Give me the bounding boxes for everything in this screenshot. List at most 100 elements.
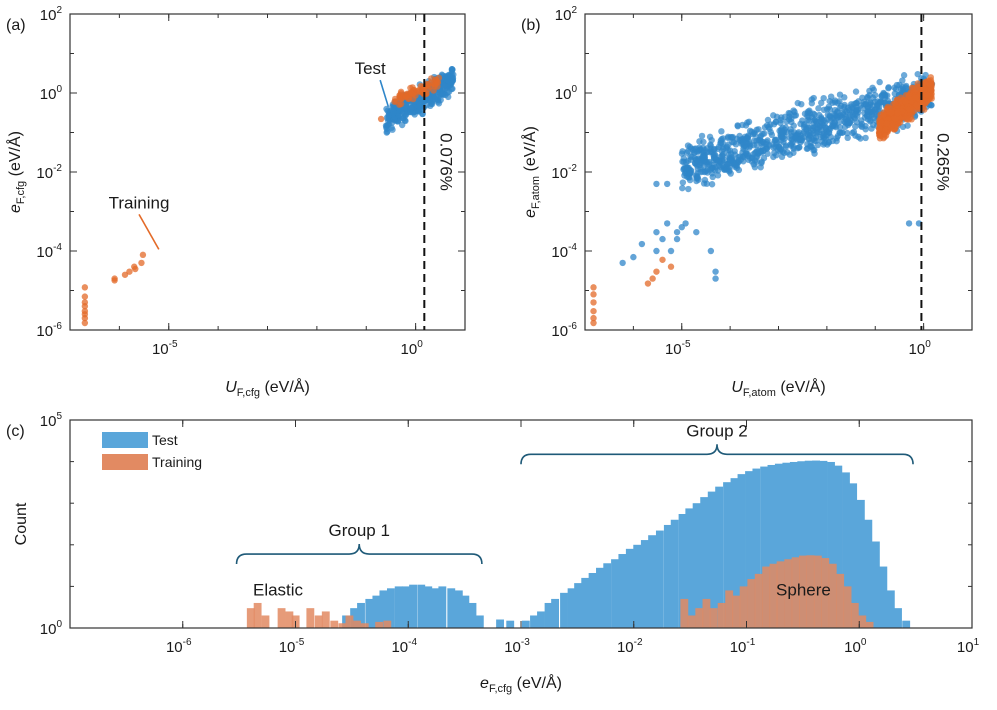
training-bar [246, 608, 255, 628]
x-tick-exponent: 0 [861, 637, 867, 648]
test-point [709, 173, 716, 181]
test-point [864, 116, 872, 123]
training-point [891, 100, 899, 107]
test-bar [774, 463, 783, 628]
training-point [667, 263, 675, 270]
y-axis-label: eF,cfg (eV/Å) [5, 131, 27, 213]
x-axis-label: eF,cfg (eV/Å) [480, 673, 562, 695]
test-point [630, 253, 637, 261]
test-point [836, 124, 844, 131]
group-brace [520, 444, 914, 465]
y-tick-exponent: 2 [571, 5, 577, 16]
test-bar [655, 530, 664, 628]
test-point [862, 134, 869, 142]
test-point [844, 129, 851, 137]
training-point [876, 135, 884, 142]
test-point [773, 151, 780, 159]
training-bar [836, 573, 845, 628]
y-tick-label: 100 [40, 619, 63, 638]
test-bar [648, 535, 657, 628]
test-point [790, 149, 797, 156]
y-tick-base: 10 [40, 413, 57, 430]
test-point [435, 100, 443, 107]
axis-label-subscript: F,cfg [237, 387, 260, 399]
x-tick-label: 10-6 [166, 637, 192, 656]
test-point [798, 100, 805, 108]
panel-label: (b) [521, 17, 541, 34]
test-point [914, 70, 921, 78]
training-bar [791, 557, 800, 628]
test-point [826, 106, 834, 113]
test-point [818, 99, 825, 107]
test-point [715, 159, 722, 166]
test-point [804, 112, 811, 120]
test-point [402, 111, 410, 118]
test-point [757, 164, 764, 171]
threshold-label: 0.265% [933, 133, 952, 191]
axis-label-unit: (eV/Å) [520, 126, 539, 176]
training-point [402, 93, 410, 100]
test-point [415, 103, 423, 110]
test-bar [723, 482, 731, 628]
y-tick-base: 10 [40, 86, 57, 103]
test-point [708, 181, 716, 188]
test-bar [372, 595, 381, 628]
test-bar [603, 563, 612, 628]
training-point [397, 100, 405, 108]
test-point [853, 119, 861, 126]
test-bar [625, 548, 634, 628]
training-bar [261, 615, 270, 628]
training-point [434, 79, 442, 86]
test-bar [431, 588, 440, 628]
test-bar [551, 598, 560, 628]
training-point [126, 268, 133, 275]
test-point [731, 147, 738, 155]
test-point [742, 149, 750, 156]
test-point [407, 104, 415, 112]
test-point [440, 82, 448, 89]
x-tick-base: 10 [909, 341, 926, 358]
y-tick-base: 10 [551, 244, 568, 261]
test-point [885, 84, 892, 91]
test-bar [537, 611, 545, 628]
training-bar [858, 615, 867, 628]
training-point [878, 119, 885, 127]
training-bar [717, 602, 726, 628]
axis-label-symbol: U [731, 379, 743, 396]
test-bar [475, 615, 484, 628]
training-bar [850, 602, 859, 628]
test-bar [670, 519, 679, 628]
test-bar [417, 584, 426, 628]
test-bar [454, 590, 463, 628]
test-bar [856, 499, 865, 628]
x-tick-exponent: -2 [634, 637, 643, 648]
training-point [919, 101, 926, 108]
training-bar [754, 573, 763, 628]
y-tick-exponent: 5 [56, 411, 62, 422]
y-tick-exponent: 2 [56, 5, 62, 16]
y-tick-base: 10 [40, 7, 57, 24]
y-tick-base: 10 [551, 165, 568, 182]
test-point [796, 143, 803, 151]
test-point [827, 93, 835, 100]
test-bar [357, 602, 365, 628]
test-point [761, 130, 768, 137]
legend: Test Training [102, 432, 202, 470]
test-bar [438, 586, 447, 628]
test-point [432, 93, 440, 101]
legend-swatch-training [102, 454, 148, 470]
test-point [822, 124, 830, 131]
test-point [783, 118, 791, 125]
x-tick-exponent: -4 [408, 637, 417, 648]
y-tick-exponent: 0 [56, 619, 62, 630]
training-bar [739, 586, 748, 628]
test-point [827, 117, 834, 124]
y-tick-exponent: -6 [53, 321, 62, 332]
test-point [794, 137, 802, 144]
x-tick-exponent: 0 [417, 339, 423, 350]
test-bar [760, 466, 769, 628]
training-point [111, 277, 118, 284]
test-point [831, 107, 839, 114]
x-tick-label: 100 [909, 339, 932, 358]
training-point [883, 120, 890, 127]
